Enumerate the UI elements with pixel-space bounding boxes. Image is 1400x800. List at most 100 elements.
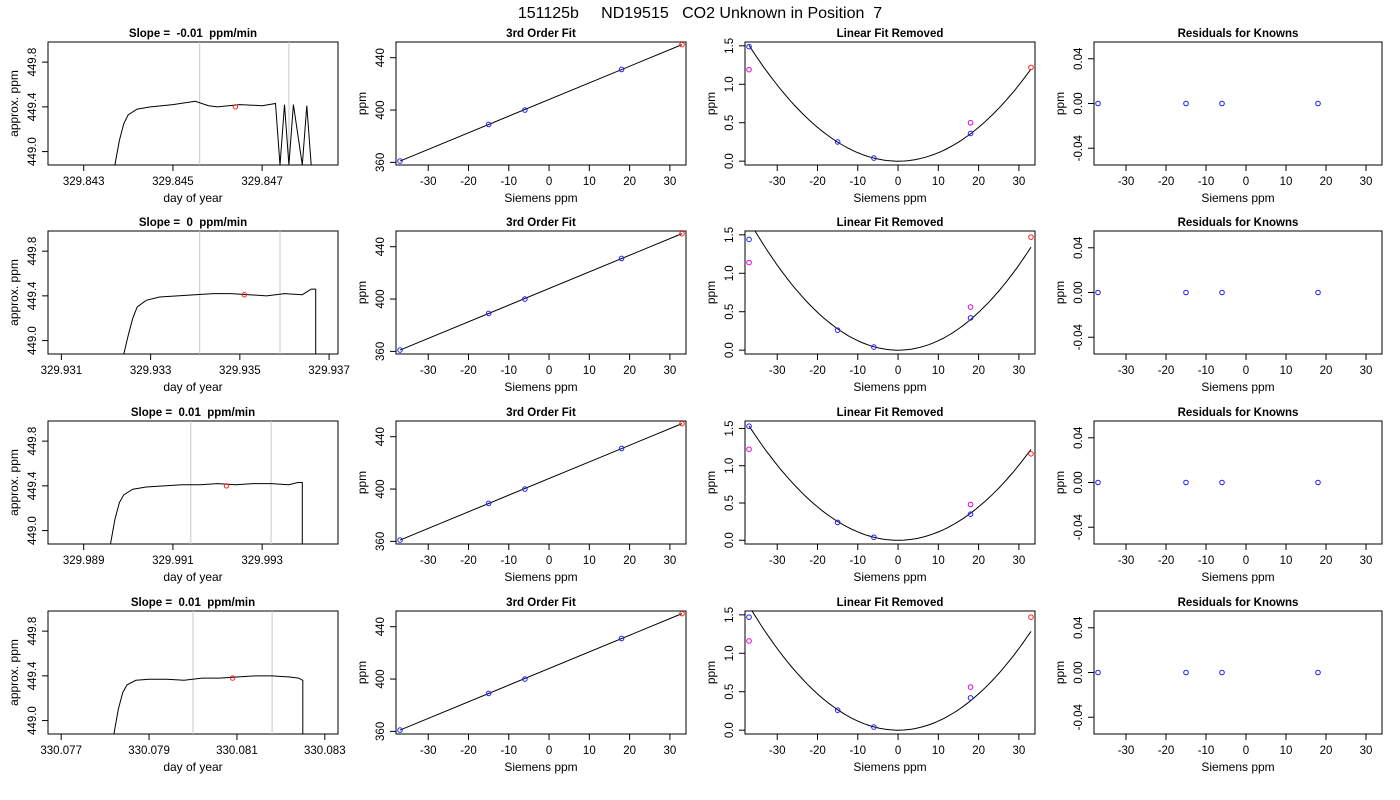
known-point: [618, 635, 625, 642]
x-tick-label: -20: [460, 745, 477, 757]
x-tick-label: 10: [932, 365, 945, 377]
x-tick-label: -10: [849, 745, 866, 757]
plot-data: [110, 421, 303, 544]
y-tick-label: 0.00: [1073, 281, 1085, 303]
y-axis-label: approx. ppm: [7, 70, 21, 137]
plot-title: Slope = 0.01 ppm/min: [131, 597, 255, 609]
x-tick-label: 20: [972, 745, 985, 757]
x-tick-label: 0: [1243, 555, 1249, 567]
x-axis-label: day of year: [163, 380, 222, 394]
unknown-point: [1028, 614, 1034, 620]
known-point: [1219, 669, 1225, 676]
x-tick-label: 330.083: [304, 745, 346, 757]
x-tick-label: -20: [809, 745, 826, 757]
page-title: 151125b ND19515 CO2 Unknown in Position …: [518, 5, 882, 22]
x-tick-label: 0: [546, 176, 552, 188]
unknown-point: [679, 231, 685, 237]
known-point: [618, 445, 625, 452]
x-tick-label: 30: [663, 176, 676, 188]
x-tick-label: -10: [500, 555, 517, 567]
y-tick-label: -0.04: [1073, 514, 1085, 541]
known-point: [522, 676, 528, 682]
plot-frame: [395, 610, 687, 735]
plot-title: Linear Fit Removed: [837, 217, 944, 229]
fit-line: [399, 44, 683, 162]
x-tick-label: 0: [895, 555, 901, 567]
known-point: [485, 310, 492, 317]
x-tick-label: -30: [769, 365, 786, 377]
unknown-point: [1028, 64, 1034, 71]
x-tick-label: 10: [583, 555, 596, 567]
y-tick-label: 1.5: [724, 38, 736, 54]
known-point: [485, 121, 492, 128]
plot-frame: [47, 420, 339, 545]
x-axis-label: Siemens ppm: [504, 570, 577, 584]
x-axis-label: day of year: [163, 191, 222, 205]
plot-data: [123, 231, 317, 354]
x-tick-label: -30: [1118, 745, 1135, 757]
known-point: [397, 158, 403, 164]
plot-data: [397, 421, 685, 543]
x-tick-label: 20: [623, 745, 636, 757]
plot-title: Slope = -0.01 ppm/min: [129, 28, 257, 40]
plot-data: [1095, 289, 1321, 296]
known-point: [746, 423, 752, 430]
x-tick-label: 0: [895, 365, 901, 377]
plot-data: [397, 42, 685, 164]
x-tick-label: 329.989: [63, 555, 105, 567]
y-tick-label: 1.5: [724, 227, 736, 243]
panel-3-2: Linear Fit Removed -30 -20 -10 0 10 20 30 0.0 0.5…: [704, 597, 1036, 774]
x-tick-label: 0: [546, 555, 552, 567]
x-axis-label: Siemens ppm: [504, 760, 577, 774]
y-tick-label: 0.04: [1073, 236, 1085, 259]
x-tick-label: -10: [1198, 555, 1215, 567]
x-axis-label: Siemens ppm: [853, 191, 926, 205]
known-point: [1095, 669, 1101, 676]
x-tick-label: -30: [1118, 365, 1135, 377]
x-tick-label: 10: [1280, 745, 1293, 757]
known-point: [871, 344, 877, 350]
known-point: [522, 296, 528, 302]
plot-frame: [395, 420, 687, 545]
plot-data: [114, 42, 312, 165]
plot-title: 3rd Order Fit: [506, 407, 576, 419]
plot-title: Linear Fit Removed: [837, 597, 944, 609]
plot-data: [1095, 669, 1321, 676]
y-axis-label: ppm: [704, 281, 718, 304]
x-tick-label: 329.931: [41, 365, 83, 377]
known-point: [967, 315, 974, 321]
removed-point: [967, 119, 974, 126]
x-tick-label: 20: [623, 176, 636, 188]
plot-data: [397, 611, 685, 733]
x-tick-label: 0: [1243, 365, 1249, 377]
mean-point: [229, 675, 236, 681]
x-tick-label: -30: [769, 555, 786, 567]
series-line: [110, 482, 303, 544]
x-tick-label: 330.081: [216, 745, 258, 757]
y-axis-label: ppm: [704, 471, 718, 494]
y-tick-label: 1.0: [724, 458, 736, 474]
fit-line: [399, 423, 683, 541]
known-point: [1183, 479, 1189, 486]
x-tick-label: 20: [1320, 176, 1333, 188]
fit-curve: [748, 425, 1032, 541]
x-tick-label: 0: [546, 365, 552, 377]
x-tick-label: 330.079: [128, 745, 170, 757]
known-point: [1219, 479, 1225, 486]
mean-point: [232, 104, 239, 110]
panel-3-3: Residuals for Knowns -30 -20 -10 0 10 20 30 -0.0…: [1053, 597, 1383, 774]
x-tick-label: 10: [583, 745, 596, 757]
y-axis-label: approx. ppm: [7, 449, 21, 516]
y-tick-label: 449.4: [27, 92, 39, 121]
plot-frame: [1093, 610, 1383, 735]
y-axis-label: ppm: [355, 471, 369, 494]
unknown-point: [679, 611, 685, 617]
removed-point: [746, 638, 752, 644]
known-point: [834, 519, 841, 526]
known-point: [834, 139, 841, 145]
y-tick-label: 0.04: [1073, 426, 1085, 449]
x-tick-label: -10: [849, 176, 866, 188]
plot-data: [746, 43, 1034, 162]
x-tick-label: 20: [623, 555, 636, 567]
y-axis-label: approx. ppm: [7, 259, 21, 326]
